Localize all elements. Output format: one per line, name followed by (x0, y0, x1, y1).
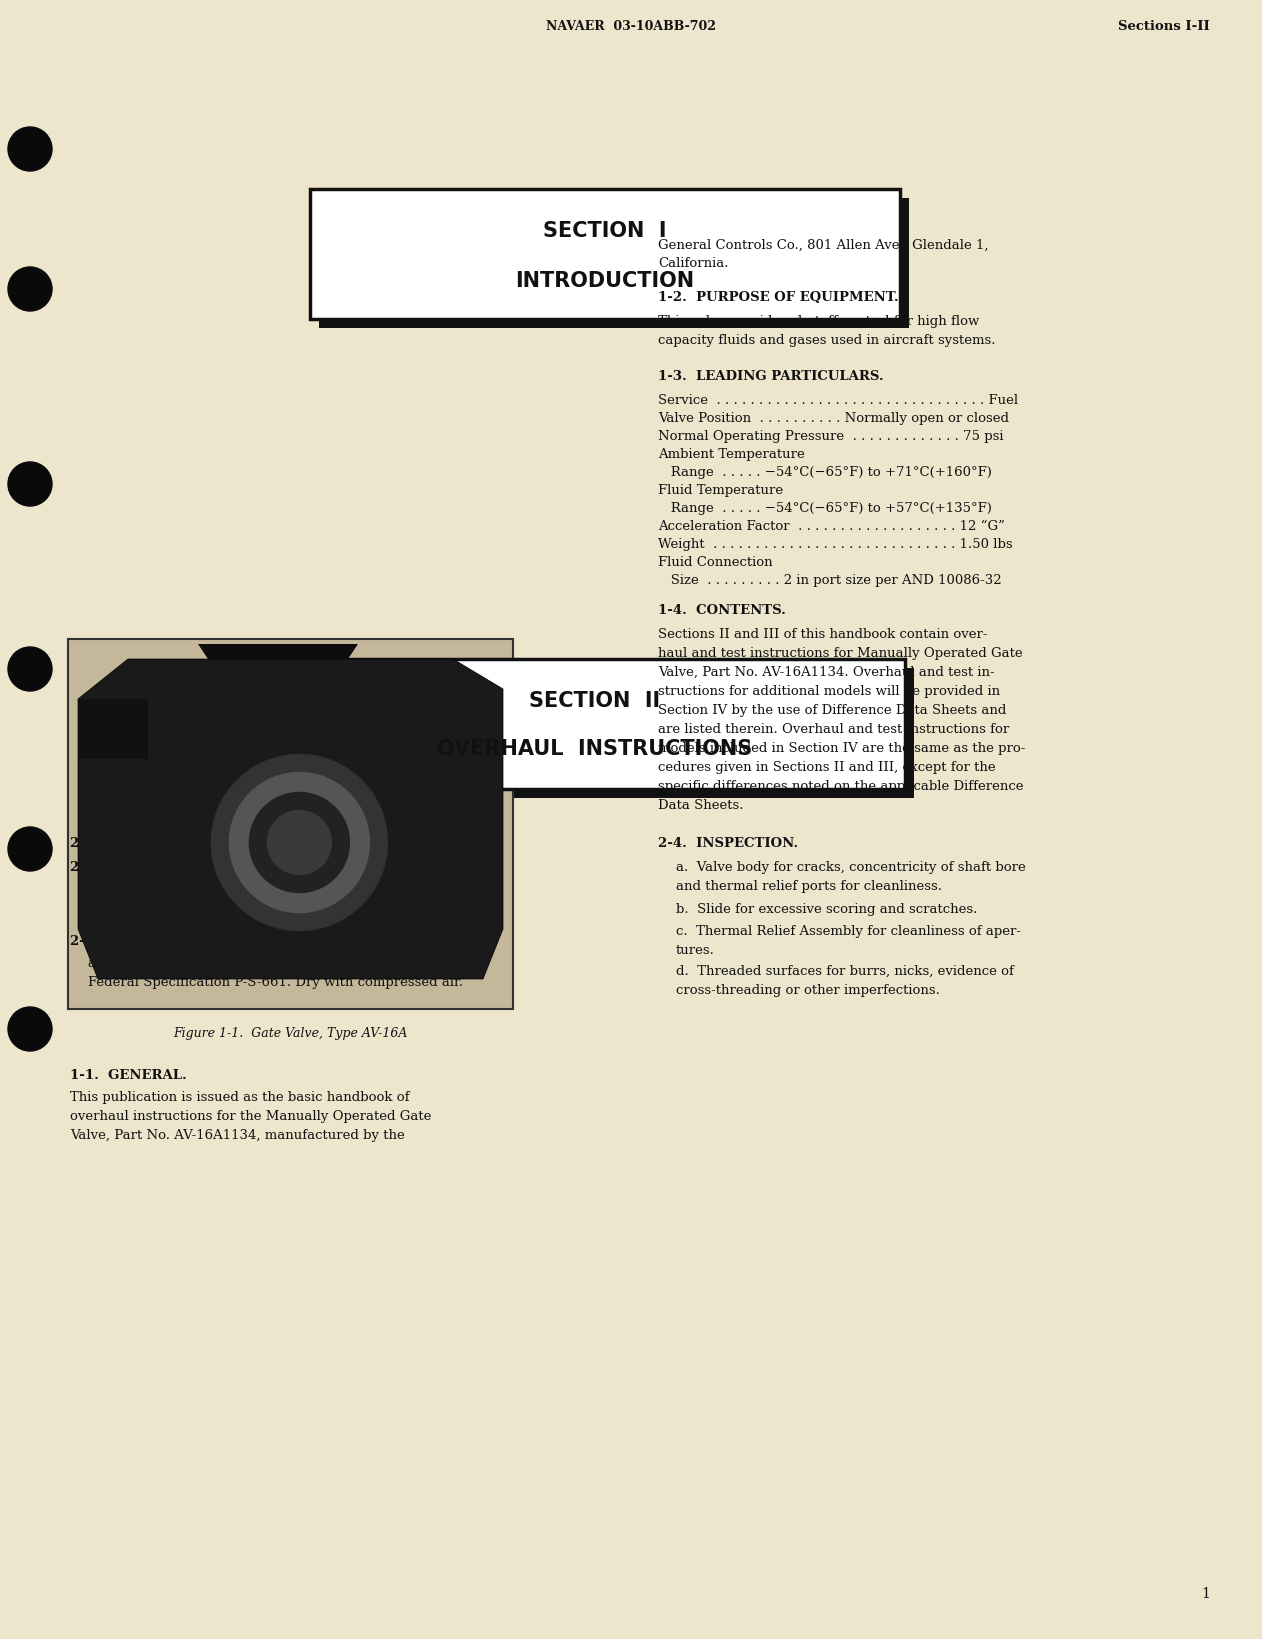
Circle shape (212, 754, 387, 931)
Circle shape (8, 462, 52, 506)
Text: SECTION  II: SECTION II (530, 692, 660, 711)
Text: OVERHAUL  INSTRUCTIONS: OVERHAUL INSTRUCTIONS (438, 739, 752, 759)
Text: d.  Threaded surfaces for burrs, nicks, evidence of
cross-threading or other imp: d. Threaded surfaces for burrs, nicks, e… (676, 965, 1013, 997)
Text: Acceleration Factor  . . . . . . . . . . . . . . . . . . . 12 “G”: Acceleration Factor . . . . . . . . . . … (658, 520, 1005, 533)
Text: a.  Valve body for cracks, concentricity of shaft bore
and thermal relief ports : a. Valve body for cracks, concentricity … (676, 860, 1026, 893)
Text: 1-4.  CONTENTS.: 1-4. CONTENTS. (658, 605, 786, 616)
Text: 1-2.  PURPOSE OF EQUIPMENT.: 1-2. PURPOSE OF EQUIPMENT. (658, 292, 899, 303)
Text: 2-2.  DISASSEMBLY.: 2-2. DISASSEMBLY. (69, 860, 221, 874)
Text: Range  . . . . . −54°C(−65°F) to +57°C(+135°F): Range . . . . . −54°C(−65°F) to +57°C(+1… (658, 502, 992, 515)
Bar (68, 639, 512, 1010)
Text: This publication is issued as the basic handbook of
overhaul instructions for th: This publication is issued as the basic … (69, 1092, 432, 1142)
Text: INTRODUCTION: INTRODUCTION (515, 270, 694, 292)
Text: This valve provides shutoff control for high flow
capacity fluids and gases used: This valve provides shutoff control for … (658, 315, 996, 347)
Text: Range  . . . . . −54°C(−65°F) to +71°C(+160°F): Range . . . . . −54°C(−65°F) to +71°C(+1… (658, 465, 992, 479)
Text: Size  . . . . . . . . . 2 in port size per AND 10086-32: Size . . . . . . . . . 2 in port size pe… (658, 574, 1002, 587)
Text: Weight  . . . . . . . . . . . . . . . . . . . . . . . . . . . . . 1.50 lbs: Weight . . . . . . . . . . . . . . . . .… (658, 538, 1012, 551)
Text: NAVAER  03-10ABB-702: NAVAER 03-10ABB-702 (546, 21, 716, 33)
Polygon shape (78, 698, 148, 759)
Text: a.  Wash all metal parts with cleaning solvent,
Federal Specification P-S-661. D: a. Wash all metal parts with cleaning so… (88, 957, 463, 988)
Polygon shape (198, 644, 358, 659)
Text: Sections II and III of this handbook contain over-
haul and test instructions fo: Sections II and III of this handbook con… (658, 628, 1025, 811)
Text: 2-4.  INSPECTION.: 2-4. INSPECTION. (658, 838, 798, 851)
Circle shape (8, 828, 52, 870)
Text: a.  Disassemble in the order of the key index num-
bers assigned to the exploded: a. Disassemble in the order of the key i… (88, 883, 425, 915)
Circle shape (250, 793, 350, 893)
Text: Fluid Temperature: Fluid Temperature (658, 484, 784, 497)
Bar (285, 659, 905, 788)
Circle shape (268, 811, 332, 875)
Text: Sections I-II: Sections I-II (1118, 21, 1210, 33)
Circle shape (8, 647, 52, 692)
Text: SECTION  I: SECTION I (543, 221, 666, 241)
Text: Valve Position  . . . . . . . . . . Normally open or closed: Valve Position . . . . . . . . . . Norma… (658, 411, 1010, 425)
Text: Fluid Connection: Fluid Connection (658, 556, 772, 569)
Text: Ambient Temperature: Ambient Temperature (658, 447, 805, 461)
Text: c.  Thermal Relief Assembly for cleanliness of aper-
tures.: c. Thermal Relief Assembly for cleanline… (676, 924, 1021, 957)
Bar (319, 198, 909, 328)
Circle shape (230, 772, 370, 913)
Circle shape (8, 126, 52, 170)
Text: 2-3.  CLEANING.: 2-3. CLEANING. (69, 934, 194, 947)
Text: (See Figure 2-1).: (See Figure 2-1). (218, 860, 341, 874)
Text: None.: None. (225, 838, 274, 851)
Polygon shape (78, 659, 504, 978)
Text: 2-1.  SPECIAL TOOLS.: 2-1. SPECIAL TOOLS. (69, 838, 235, 851)
Text: 1-3.  LEADING PARTICULARS.: 1-3. LEADING PARTICULARS. (658, 370, 883, 384)
Text: Service  . . . . . . . . . . . . . . . . . . . . . . . . . . . . . . . . Fuel: Service . . . . . . . . . . . . . . . . … (658, 393, 1018, 406)
Text: Figure 1-1.  Gate Valve, Type AV-16A: Figure 1-1. Gate Valve, Type AV-16A (173, 1028, 408, 1041)
Text: Normal Operating Pressure  . . . . . . . . . . . . . 75 psi: Normal Operating Pressure . . . . . . . … (658, 429, 1003, 443)
Bar (310, 188, 900, 320)
Text: 1-1.  GENERAL.: 1-1. GENERAL. (69, 1069, 187, 1082)
Text: b.  Slide for excessive scoring and scratches.: b. Slide for excessive scoring and scrat… (676, 903, 977, 916)
Text: General Controls Co., 801 Allen Ave., Glendale 1,: General Controls Co., 801 Allen Ave., Gl… (658, 239, 988, 252)
Circle shape (8, 1006, 52, 1051)
Bar (294, 669, 914, 798)
Text: 1: 1 (1201, 1587, 1210, 1601)
Circle shape (8, 267, 52, 311)
Text: California.: California. (658, 257, 728, 270)
